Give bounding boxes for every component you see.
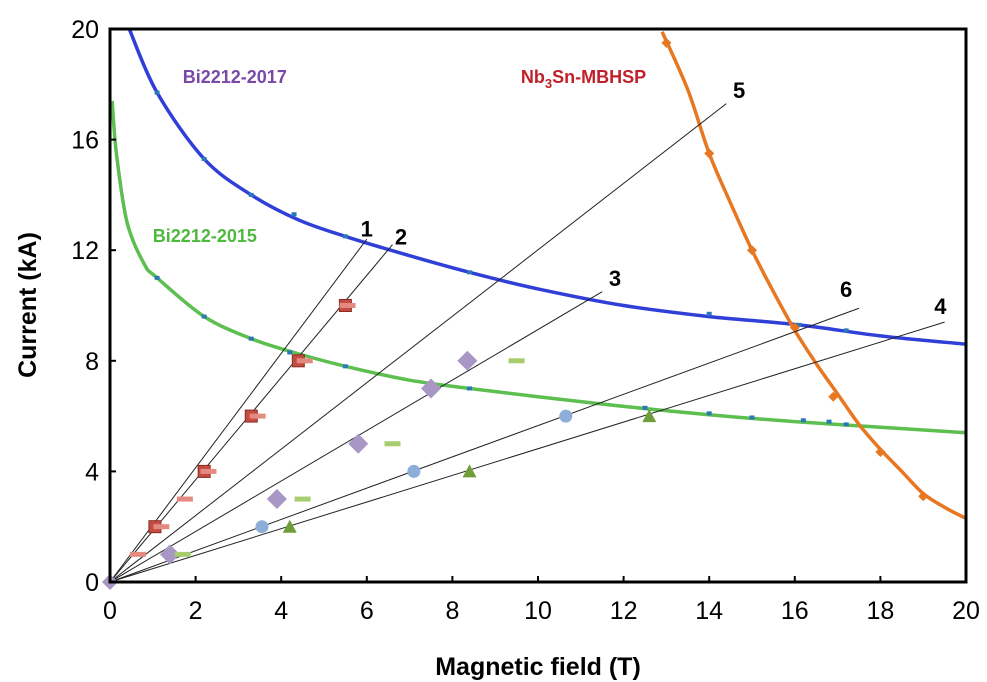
curve-label-part: Sn-MBHSP bbox=[552, 67, 646, 87]
load-line-6 bbox=[109, 307, 860, 583]
data-marker-5-diamond bbox=[348, 433, 369, 454]
curve-marker-nb3sn-mbhsp bbox=[828, 391, 839, 402]
curve-label-bi2212-2015: Bi2212-2015 bbox=[153, 226, 257, 246]
y-tick-label: 20 bbox=[71, 16, 99, 44]
data-marker-5-diamond bbox=[266, 489, 287, 510]
x-tick-label: 12 bbox=[610, 597, 638, 625]
x-tick-label: 14 bbox=[695, 597, 723, 625]
data-marker-2-dash bbox=[339, 303, 356, 308]
x-tick-label: 20 bbox=[952, 597, 980, 625]
curve-marker-bi2212-2015 bbox=[826, 419, 832, 424]
load-line-label-4: 4 bbox=[934, 294, 947, 319]
curve-label-part: Nb bbox=[521, 67, 545, 87]
y-axis-title: Current (kA) bbox=[14, 232, 42, 378]
curve-marker-nb3sn-mbhsp bbox=[661, 37, 672, 48]
curve-marker-bi2212-2015 bbox=[843, 422, 849, 427]
curve-marker-bi2212-2017 bbox=[291, 212, 297, 217]
data-marker-2-dash bbox=[296, 358, 313, 364]
curve-marker-bi2212-2017 bbox=[248, 192, 254, 197]
curve-marker-bi2212-2017 bbox=[154, 90, 160, 95]
curve-marker-nb3sn-mbhsp bbox=[789, 322, 800, 333]
x-tick-label: 18 bbox=[866, 597, 894, 625]
data-marker-5-diamond bbox=[457, 350, 478, 371]
curve-marker-bi2212-2017 bbox=[706, 311, 712, 316]
curve-marker-bi2212-2015 bbox=[800, 418, 806, 423]
curve-label-subscript: 3 bbox=[545, 76, 552, 91]
curve-bi2212-2015 bbox=[110, 100, 966, 435]
curve-marker-bi2212-2015 bbox=[287, 350, 293, 355]
curve-marker-bi2212-2015 bbox=[467, 386, 473, 391]
x-tick-label: 4 bbox=[274, 597, 288, 625]
y-tick-label: 0 bbox=[85, 569, 99, 597]
curve-marker-nb3sn-mbhsp bbox=[704, 148, 715, 159]
load-line-5 bbox=[109, 103, 727, 583]
curve-marker-bi2212-2017 bbox=[342, 234, 348, 239]
curve-marker-bi2212-2017 bbox=[796, 322, 802, 327]
x-tick-label: 2 bbox=[189, 597, 203, 625]
data-marker-2-dash bbox=[249, 413, 266, 419]
curve-label-nb3sn-mbhsp: Nb3Sn-MBHSP bbox=[521, 67, 646, 91]
data-marker-3-dash bbox=[384, 441, 401, 447]
curve-marker-bi2212-2015 bbox=[342, 364, 348, 369]
data-marker-2-dash bbox=[153, 524, 170, 530]
curve-marker-bi2212-2015 bbox=[706, 411, 712, 416]
y-tick-label: 8 bbox=[85, 348, 99, 376]
data-marker-4-triangle bbox=[462, 464, 477, 478]
load-line-label-5: 5 bbox=[733, 78, 745, 103]
curve-nb3sn-mbhsp bbox=[660, 31, 966, 520]
curve-label-bi2212-2017: Bi2212-2017 bbox=[183, 67, 287, 87]
load-line-label-6: 6 bbox=[840, 277, 852, 302]
x-tick-label: 10 bbox=[524, 597, 552, 625]
data-markers-layer bbox=[102, 299, 657, 590]
curve-marker-bi2212-2017 bbox=[201, 156, 207, 161]
curve-marker-nb3sn-mbhsp bbox=[875, 447, 886, 458]
x-tick-label: 8 bbox=[445, 597, 459, 625]
y-tick-label: 12 bbox=[71, 237, 99, 265]
data-marker-3-dash bbox=[294, 496, 311, 502]
data-marker-3-dash bbox=[174, 551, 191, 557]
curve-marker-bi2212-2015 bbox=[201, 314, 207, 319]
data-marker-5-diamond bbox=[159, 544, 180, 565]
curve-marker-bi2212-2015 bbox=[154, 275, 160, 280]
curve-marker-bi2212-2015 bbox=[248, 336, 254, 341]
load-lines-layer bbox=[109, 103, 945, 583]
data-marker-6-circle bbox=[559, 409, 573, 423]
y-tick-label: 16 bbox=[71, 127, 99, 155]
x-tick-label: 6 bbox=[360, 597, 374, 625]
curve-marker-bi2212-2017 bbox=[843, 328, 849, 333]
y-tick-label: 4 bbox=[85, 458, 99, 486]
plot-frame bbox=[108, 27, 968, 584]
curve-marker-bi2212-2017 bbox=[467, 270, 473, 275]
load-line-4 bbox=[109, 321, 945, 583]
x-tick-label: 0 bbox=[103, 597, 117, 625]
data-marker-2-dash bbox=[176, 496, 193, 502]
data-marker-2-dash bbox=[200, 468, 217, 474]
load-line-label-1: 1 bbox=[361, 216, 373, 241]
curve-marker-bi2212-2015 bbox=[749, 415, 755, 420]
x-axis-title: Magnetic field (T) bbox=[435, 653, 641, 681]
curves-layer bbox=[110, 29, 966, 520]
x-tick-label: 16 bbox=[781, 597, 809, 625]
curve-marker-nb3sn-mbhsp bbox=[747, 245, 757, 256]
data-marker-6-circle bbox=[407, 464, 421, 478]
curve-marker-nb3sn-mbhsp bbox=[918, 491, 929, 502]
data-marker-6-circle bbox=[255, 520, 269, 534]
load-line-label-2: 2 bbox=[395, 225, 407, 250]
data-marker-4-triangle bbox=[642, 409, 657, 423]
data-marker-5-diamond bbox=[421, 378, 441, 399]
data-marker-4-triangle bbox=[282, 519, 297, 533]
data-marker-3-dash bbox=[508, 358, 525, 364]
plot-frame-layer bbox=[108, 27, 968, 584]
data-marker-2-dash bbox=[129, 551, 146, 557]
load-line-label-3: 3 bbox=[609, 266, 621, 291]
curve-marker-bi2212-2015 bbox=[642, 405, 648, 410]
